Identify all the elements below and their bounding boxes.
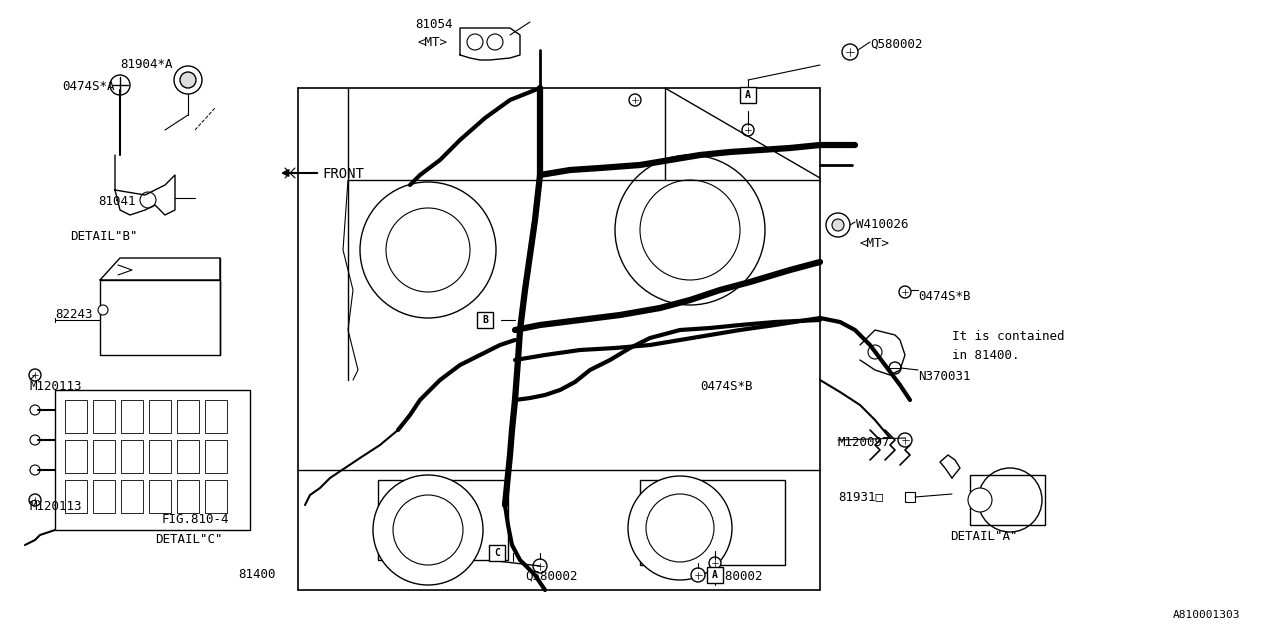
- Text: M120097: M120097: [838, 436, 891, 449]
- Text: Q580002: Q580002: [525, 570, 577, 583]
- Bar: [378, 480, 508, 560]
- Text: M120113: M120113: [29, 380, 82, 393]
- Circle shape: [467, 34, 483, 50]
- Text: DETAIL"A": DETAIL"A": [950, 530, 1018, 543]
- Circle shape: [614, 155, 765, 305]
- Circle shape: [978, 468, 1042, 532]
- Circle shape: [691, 568, 705, 582]
- Text: 0474S*B: 0474S*B: [918, 290, 970, 303]
- Text: A810001303: A810001303: [1172, 610, 1240, 620]
- Bar: [148, 480, 172, 513]
- Bar: [707, 567, 723, 583]
- Circle shape: [890, 362, 901, 374]
- Circle shape: [360, 182, 497, 318]
- Circle shape: [387, 208, 470, 292]
- Text: in 81400.: in 81400.: [952, 349, 1019, 362]
- Bar: [122, 440, 143, 473]
- Circle shape: [640, 180, 740, 280]
- Circle shape: [532, 559, 547, 573]
- Text: C: C: [494, 548, 500, 558]
- Text: 81400: 81400: [238, 568, 275, 581]
- Circle shape: [486, 34, 503, 50]
- Bar: [177, 400, 198, 433]
- Bar: [640, 480, 785, 565]
- Circle shape: [29, 435, 40, 445]
- Bar: [65, 480, 87, 513]
- Text: 0474S*A: 0474S*A: [61, 80, 114, 93]
- Circle shape: [29, 465, 40, 475]
- Text: 81931□: 81931□: [838, 490, 883, 503]
- Text: FRONT: FRONT: [323, 167, 364, 181]
- Text: It is contained: It is contained: [952, 330, 1065, 343]
- Text: M120113: M120113: [29, 500, 82, 513]
- Circle shape: [372, 475, 483, 585]
- Circle shape: [968, 488, 992, 512]
- Text: Q580002: Q580002: [710, 570, 763, 583]
- Text: A: A: [712, 570, 718, 580]
- Text: Q580002: Q580002: [870, 38, 923, 51]
- Circle shape: [646, 494, 714, 562]
- Text: B: B: [483, 315, 488, 325]
- Text: <MT>: <MT>: [860, 237, 890, 250]
- Text: 81054: 81054: [415, 18, 453, 31]
- Circle shape: [180, 72, 196, 88]
- Circle shape: [899, 433, 911, 447]
- Text: FIG.810-4: FIG.810-4: [163, 513, 229, 526]
- Bar: [100, 280, 220, 355]
- Circle shape: [709, 557, 721, 569]
- Text: DETAIL"B": DETAIL"B": [70, 230, 137, 243]
- Circle shape: [826, 213, 850, 237]
- Circle shape: [868, 345, 882, 359]
- Bar: [65, 440, 87, 473]
- Bar: [205, 400, 227, 433]
- Bar: [55, 390, 250, 530]
- Text: <MT>: <MT>: [419, 36, 448, 49]
- Circle shape: [29, 405, 40, 415]
- Text: W410026: W410026: [856, 218, 909, 231]
- Circle shape: [29, 494, 41, 506]
- Circle shape: [842, 44, 858, 60]
- Circle shape: [628, 94, 641, 106]
- Circle shape: [110, 75, 131, 95]
- Text: DETAIL"C": DETAIL"C": [155, 533, 223, 546]
- Bar: [65, 400, 87, 433]
- Text: 0474S*B: 0474S*B: [700, 380, 753, 393]
- Bar: [905, 492, 915, 502]
- Bar: [93, 400, 115, 433]
- Bar: [122, 400, 143, 433]
- Circle shape: [832, 219, 844, 231]
- Circle shape: [29, 369, 41, 381]
- Circle shape: [742, 124, 754, 136]
- Text: A: A: [745, 90, 751, 100]
- Circle shape: [393, 495, 463, 565]
- Bar: [740, 87, 756, 103]
- Bar: [177, 480, 198, 513]
- Text: N370031: N370031: [918, 370, 970, 383]
- Bar: [122, 480, 143, 513]
- Bar: [489, 545, 506, 561]
- Circle shape: [899, 286, 911, 298]
- Bar: [148, 400, 172, 433]
- Bar: [205, 440, 227, 473]
- Text: 81041: 81041: [99, 195, 136, 208]
- Text: 81904*A: 81904*A: [120, 58, 173, 71]
- Circle shape: [140, 192, 156, 208]
- Bar: [205, 480, 227, 513]
- Circle shape: [628, 476, 732, 580]
- Bar: [177, 440, 198, 473]
- Circle shape: [174, 66, 202, 94]
- Bar: [970, 475, 1044, 525]
- Bar: [148, 440, 172, 473]
- Circle shape: [99, 305, 108, 315]
- Bar: [93, 480, 115, 513]
- Text: 82243: 82243: [55, 308, 92, 321]
- Bar: [477, 312, 493, 328]
- Bar: [93, 440, 115, 473]
